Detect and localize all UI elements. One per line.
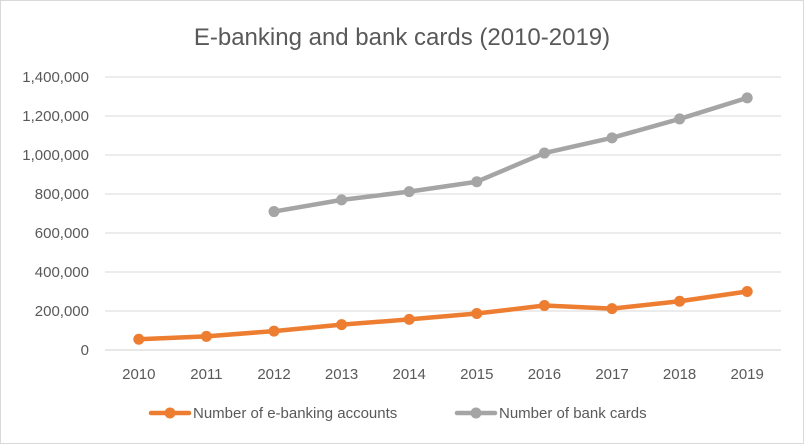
legend: Number of e-banking accounts Number of ba… [148,405,647,422]
legend-swatch-marker [164,407,176,419]
data-point [538,147,550,159]
data-point [336,319,348,331]
data-point [606,303,618,315]
y-tick-label: 1,200,000 [22,108,89,125]
x-tick-label: 2015 [460,366,493,383]
x-tick-label: 2016 [528,366,561,383]
legend-label: Number of bank cards [499,405,647,422]
y-tick-label: 400,000 [35,264,89,281]
data-point [268,206,280,218]
data-point [741,92,753,104]
data-point [606,132,618,144]
legend-item: Number of bank cards [454,405,647,422]
data-point [268,325,280,337]
y-tick-label: 800,000 [35,186,89,203]
legend-item: Number of e-banking accounts [148,405,397,422]
x-tick-label: 2013 [325,366,358,383]
legend-swatch-marker [470,407,482,419]
chart-title: E-banking and bank cards (2010-2019) [194,24,610,51]
data-point [674,113,686,125]
y-axis-ticks: 0 200,000 400,000 600,000 800,000 1,000,000 1,… [22,69,89,359]
data-point [200,330,212,342]
series-line [271,95,750,214]
data-point [674,295,686,307]
series-line [136,289,750,342]
data-point [133,333,145,345]
data-point [471,176,483,188]
legend-label: Number of e-banking accounts [193,405,397,422]
data-point [336,194,348,206]
x-tick-label: 2014 [393,366,426,383]
data-point [741,286,753,297]
x-axis-ticks: 2010 2011 2012 2013 2014 2015 2016 2017 2018 2019 [122,366,764,383]
y-tick-label: 200,000 [35,303,89,320]
y-tick-label: 0 [81,342,89,359]
x-tick-label: 2011 [190,366,222,383]
gridlines [105,76,781,351]
x-tick-label: 2019 [731,366,764,383]
data-point [471,308,483,320]
y-tick-label: 600,000 [35,225,89,242]
x-tick-label: 2017 [595,366,628,383]
series-group [133,92,753,345]
y-tick-label: 1,000,000 [22,147,89,164]
y-tick-label: 1,400,000 [22,69,89,86]
data-point [403,313,415,325]
x-tick-label: 2018 [663,366,696,383]
data-point [538,300,550,312]
series-2 [268,92,753,218]
x-tick-label: 2010 [122,366,155,383]
x-tick-label: 2012 [257,366,290,383]
data-point [403,186,415,198]
series-1 [133,286,753,345]
